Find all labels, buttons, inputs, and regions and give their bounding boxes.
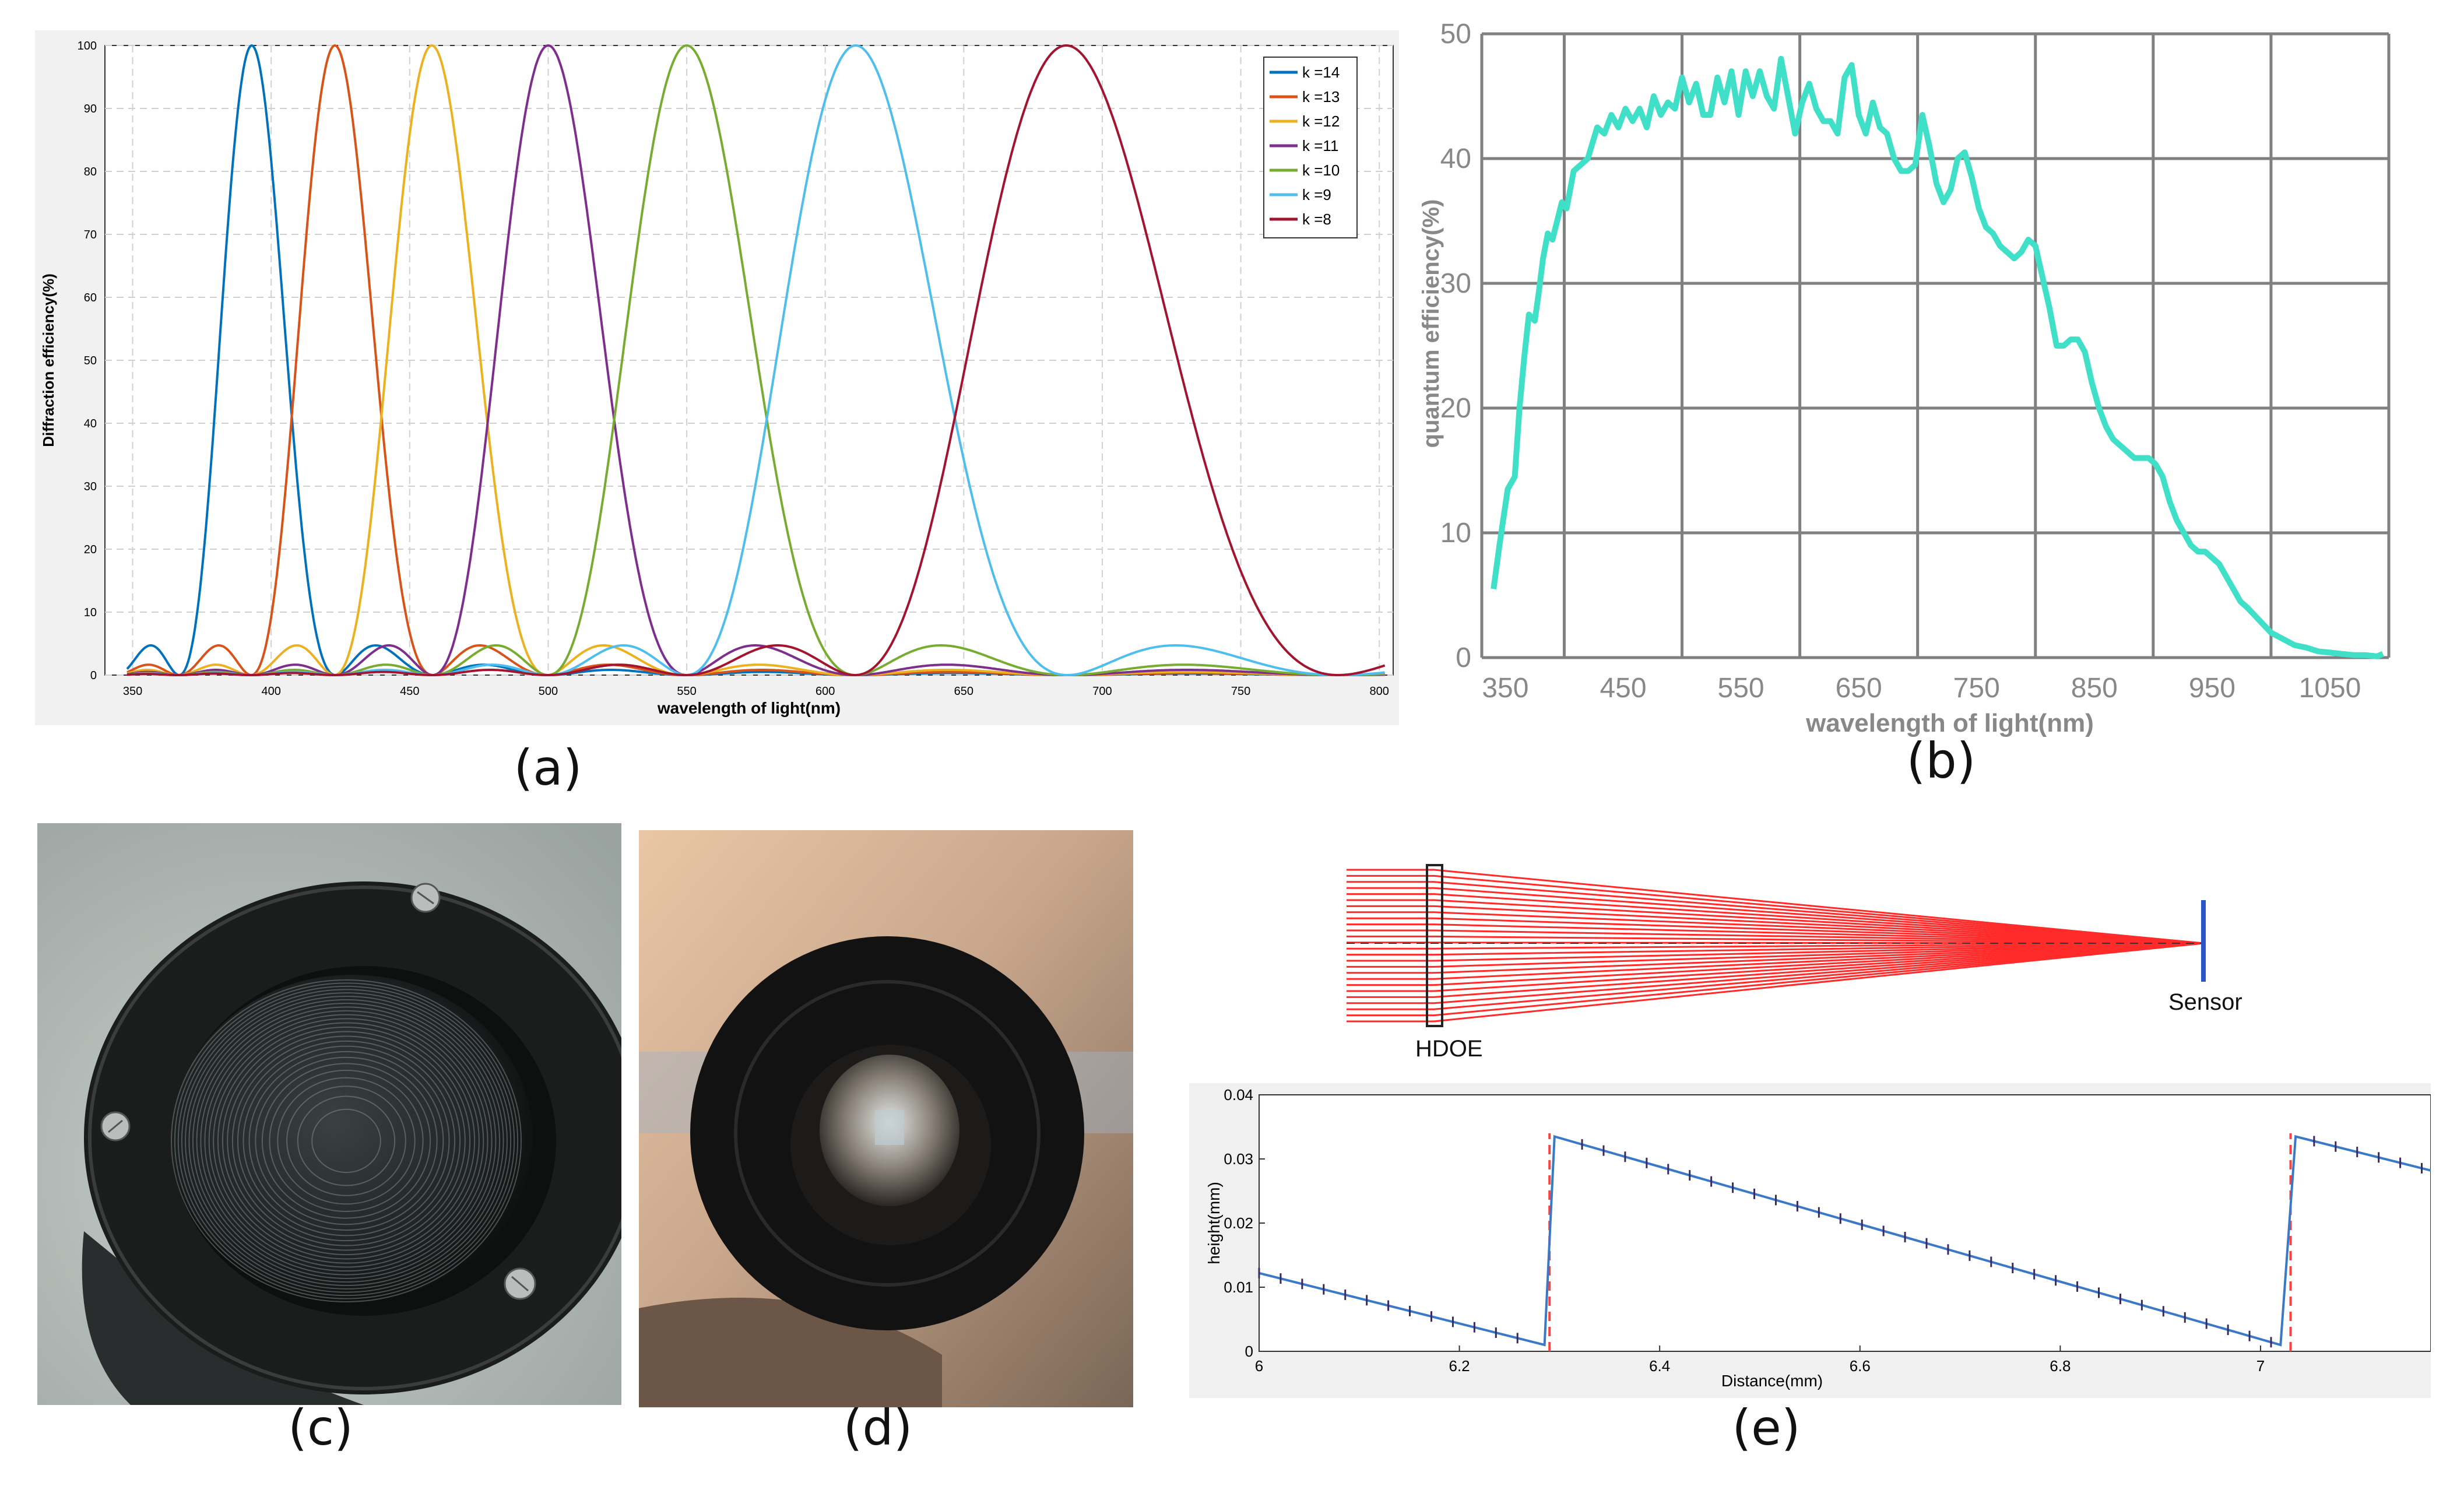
b-xlabel: wavelength of light(nm) (1805, 709, 2094, 737)
hdoe-element (1426, 864, 1443, 1027)
chart-b: 0 10 20 30 40 50 350 450 550 650 750 850 950 1050 wav… (1416, 23, 2442, 740)
height-profile (1259, 1134, 2431, 1347)
x-tick-label: 7 (2256, 1357, 2265, 1375)
y-tick-label: 40 (84, 417, 97, 430)
y-tick-label: 30 (84, 480, 97, 493)
x-tick-label: 350 (1482, 673, 1528, 704)
y-tick-label: 0.04 (1224, 1086, 1253, 1104)
chart-a: 350 400 450 500 550 600 650 700 750 800 0 10 20 30 40 5… (35, 30, 1399, 725)
y-tick-label: 30 (1440, 268, 1471, 299)
x-tick-label: 450 (1600, 673, 1646, 704)
x-tick-label: 350 (123, 685, 142, 698)
x-tick-label: 550 (677, 685, 696, 698)
x-tick-label: 6 (1255, 1357, 1263, 1375)
b-ylabel: quantum efficiency(%) (1418, 199, 1444, 448)
x-tick-label: 950 (2189, 673, 2235, 704)
y-tick-label: 100 (78, 40, 97, 52)
photo-d (639, 830, 1133, 1407)
x-tick-label: 800 (1370, 685, 1389, 698)
x-tick-label: 850 (2071, 673, 2118, 704)
y-tick-label: 0.03 (1224, 1150, 1253, 1168)
x-tick-label: 550 (1718, 673, 1764, 704)
caption-b: (b) (1906, 732, 1976, 789)
e-ylabel: height(mm) (1205, 1182, 1223, 1264)
y-tick-label: 40 (1440, 143, 1471, 174)
x-tick-label: 400 (261, 685, 280, 698)
legend-label: k =12 (1302, 113, 1340, 130)
x-tick-label: 750 (1953, 673, 2000, 704)
x-tick-label: 450 (400, 685, 419, 698)
y-tick-label: 0.02 (1224, 1214, 1253, 1232)
legend: k =14 k =13 k =12 k =11 k =10 k =9 k =8 (1263, 57, 1358, 238)
qe-curve (1491, 55, 2384, 659)
x-tick-label: 6.4 (1649, 1357, 1670, 1375)
y-tick-label: 90 (84, 103, 97, 115)
caption-d: (d) (843, 1399, 913, 1456)
y-tick-label: 20 (1440, 393, 1471, 424)
x-tick-label: 6.2 (1449, 1357, 1470, 1375)
y-tick-label: 20 (84, 543, 97, 556)
x-tick-label: 750 (1231, 685, 1250, 698)
y-tick-label: 80 (84, 166, 97, 178)
photo-c (37, 823, 621, 1405)
x-tick-label: 600 (816, 685, 835, 698)
legend-label: k =10 (1302, 161, 1340, 179)
y-tick-label: 50 (1440, 23, 1471, 50)
x-tick-label: 500 (539, 685, 558, 698)
y-tick-label: 70 (84, 229, 97, 241)
x-tick-label: 650 (1836, 673, 1882, 704)
legend-label: k =11 (1302, 137, 1338, 154)
y-tick-label: 0 (1245, 1343, 1253, 1360)
legend-label: k =8 (1302, 210, 1331, 228)
series-line-k8 (126, 44, 1386, 676)
caption-a: (a) (514, 739, 582, 796)
caption-c: (c) (288, 1399, 353, 1456)
y-tick-label: 60 (84, 291, 97, 304)
y-tick-label: 10 (1440, 518, 1471, 549)
a-ylabel: Diffraction efficiency(%) (40, 273, 57, 447)
hdoe-label: HDOE (1415, 1036, 1483, 1062)
y-tick-label: 0 (90, 669, 97, 682)
x-tick-label: 650 (954, 685, 973, 698)
y-tick-label: 0 (1456, 642, 1471, 673)
legend-label: k =14 (1302, 64, 1340, 81)
legend-label: k =9 (1302, 186, 1331, 203)
x-tick-label: 6.8 (2050, 1357, 2071, 1375)
sensor-label: Sensor (2168, 989, 2242, 1015)
chart-e: 6 6.2 6.4 6.6 6.8 7 0 0.01 0.02 0.03 0.04 Distance… (1189, 1083, 2431, 1398)
y-tick-label: 50 (84, 354, 97, 367)
y-tick-label: 10 (84, 606, 97, 619)
x-tick-label: 6.6 (1850, 1357, 1871, 1375)
y-tick-label: 0.01 (1224, 1278, 1253, 1296)
x-tick-label: 1050 (2299, 673, 2361, 704)
legend-label: k =13 (1302, 88, 1340, 106)
caption-e: (e) (1732, 1399, 1801, 1456)
a-xlabel: wavelength of light(nm) (657, 699, 841, 717)
e-xlabel: Distance(mm) (1721, 1372, 1823, 1390)
x-tick-label: 700 (1092, 685, 1112, 698)
ray-diagram: HDOE Sensor (1347, 864, 2242, 1062)
